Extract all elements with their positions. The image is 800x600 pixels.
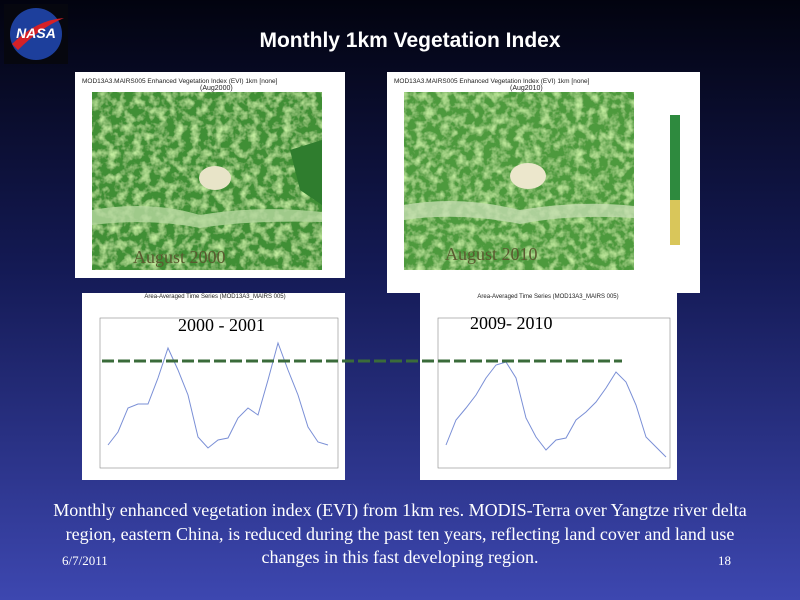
- map-product: MOD13A3.MAIRS005 Enhanced Vegetation Ind…: [394, 78, 590, 85]
- page-number: 18: [718, 553, 731, 568]
- caption-line: changes in this fast developing region.: [262, 547, 539, 567]
- series-product: Area-Averaged Time Series (MOD13A3_MAIRS…: [477, 294, 618, 300]
- map-product: MOD13A3.MAIRS005 Enhanced Vegetation Ind…: [82, 78, 278, 85]
- nasa-logo: NASA: [4, 4, 68, 64]
- footer-date: 6/7/2011: [62, 553, 108, 568]
- map-label: August 2010: [445, 244, 538, 264]
- svg-text:NASA: NASA: [16, 25, 56, 41]
- caption-line: region, eastern China, is reduced during…: [66, 524, 735, 544]
- map-panel: MOD13A3.MAIRS005 Enhanced Vegetation Ind…: [387, 72, 700, 293]
- series-product: Area-Averaged Time Series (MOD13A3_MAIRS…: [144, 294, 285, 300]
- series-panel: Area-Averaged Time Series (MOD13A3_MAIRS…: [82, 293, 345, 480]
- caption-line: Monthly enhanced vegetation index (EVI) …: [53, 500, 747, 521]
- slide-title: Monthly 1km Vegetation Index: [259, 29, 560, 52]
- map-panel: MOD13A3.MAIRS005 Enhanced Vegetation Ind…: [75, 72, 345, 278]
- map-subtitle: (Aug2010): [510, 85, 543, 92]
- series-label: 2009- 2010: [470, 313, 553, 333]
- series-label: 2000 - 2001: [178, 315, 265, 335]
- map-subtitle: (Aug2000): [200, 85, 233, 92]
- series-panel: Area-Averaged Time Series (MOD13A3_MAIRS…: [420, 293, 677, 480]
- map-label: August 2000: [133, 247, 226, 267]
